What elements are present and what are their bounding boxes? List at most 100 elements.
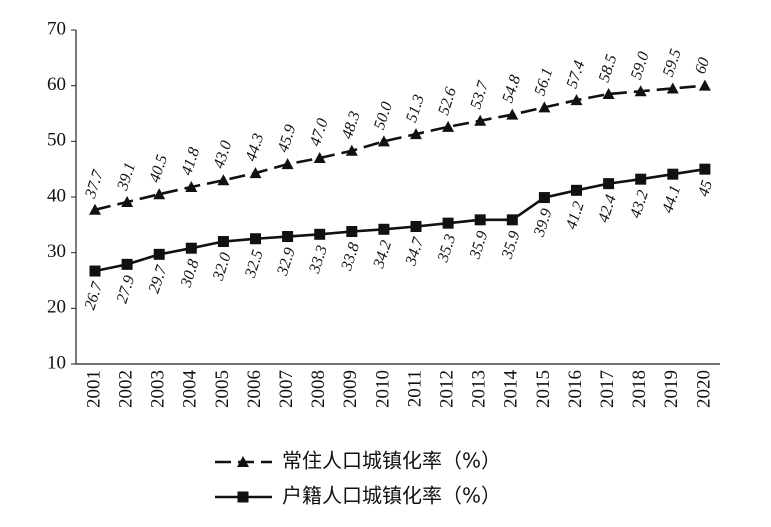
legend-label: 常住人口城镇化率（%） [282,449,501,473]
legend-marker [237,456,249,467]
x-tick-label: 2019 [661,370,682,408]
x-tick-label: 2005 [212,370,233,408]
value-label: 58.5 [596,53,621,85]
series-line [94,84,706,212]
x-tick-label: 2015 [533,370,554,408]
y-tick-label: 40 [47,185,66,206]
point [410,221,422,233]
value-label: 32.5 [242,248,267,281]
point [603,178,615,190]
value-label: 30.8 [177,257,202,290]
value-label: 39.9 [531,207,556,240]
x-tick-label: 2013 [469,370,490,408]
point [667,168,679,180]
point [314,228,326,240]
value-label: 35.3 [434,232,459,265]
point [571,184,582,196]
x-tick-label: 2002 [115,370,136,408]
point [345,144,358,156]
x-tick-label: 2004 [180,370,201,409]
value-label: 57.4 [564,59,589,91]
value-label: 44.3 [243,132,268,164]
value-label: 40.5 [146,153,171,185]
value-label: 26.7 [81,279,106,312]
x-tick-label: 2008 [308,370,329,408]
x-tick-label: 2020 [693,370,714,408]
value-label: 45.9 [275,123,300,155]
point [250,233,261,245]
point [506,214,518,226]
point [506,108,519,120]
point [699,163,711,175]
value-label: 56.1 [532,66,557,98]
value-label: 45 [695,178,716,198]
value-label: 42.4 [595,193,620,225]
x-tick-label: 2012 [436,370,457,408]
value-label: 32.9 [274,246,299,279]
value-label: 43.0 [211,139,236,171]
point [635,173,647,185]
point [377,135,390,147]
value-label: 34.2 [370,238,395,271]
point [217,174,230,186]
value-label: 29.7 [146,263,171,296]
point [538,192,550,204]
x-tick-label: 2018 [629,370,650,408]
point [153,248,165,260]
point [121,258,133,270]
value-label: 47.0 [307,117,332,149]
value-label: 52.6 [435,85,460,117]
x-tick-label: 2014 [501,370,522,409]
value-label: 39.1 [114,160,139,193]
point [378,223,390,235]
y-tick-label: 60 [47,74,66,95]
value-label: 35.9 [466,229,491,262]
x-tick-label: 2006 [244,370,265,408]
point [698,79,711,91]
point [410,128,422,140]
point [634,85,647,97]
x-tick-label: 2009 [340,370,361,408]
point [185,242,197,254]
point [217,236,229,248]
y-tick-label: 20 [47,297,66,318]
point [474,214,486,226]
value-label: 51.3 [403,93,428,125]
value-label: 27.9 [114,273,139,305]
value-label: 33.3 [306,243,331,276]
y-tick-label: 50 [47,130,66,151]
value-label: 33.8 [338,241,363,274]
point [249,167,262,179]
value-label: 41.2 [563,199,588,231]
value-label: 37.7 [82,167,107,201]
point [153,188,166,200]
value-label: 34.7 [402,235,427,269]
point [602,88,615,100]
point [89,265,101,277]
point [442,120,455,132]
value-label: 60 [692,56,713,76]
value-label: 32.0 [210,251,235,284]
x-tick-label: 2011 [404,370,425,407]
value-label: 35.9 [498,229,523,262]
point [346,226,358,238]
point [442,217,454,229]
value-label: 53.7 [467,78,492,111]
value-label: 59.5 [660,47,685,79]
value-label: 48.3 [339,109,364,141]
point [185,180,198,192]
point [282,231,294,243]
y-tick-label: 30 [47,241,66,262]
point [89,203,101,215]
x-tick-label: 2017 [597,370,618,408]
value-label: 43.2 [627,188,652,220]
x-tick-label: 2007 [276,370,297,408]
x-tick-label: 2003 [148,370,169,408]
y-tick-label: 10 [47,352,66,373]
value-label: 54.8 [499,73,524,105]
value-label: 44.1 [659,183,684,215]
point [538,101,551,113]
legend-label: 户籍人口城镇化率（%） [282,484,501,508]
x-tick-label: 2001 [83,370,104,408]
x-tick-label: 2016 [565,370,586,408]
